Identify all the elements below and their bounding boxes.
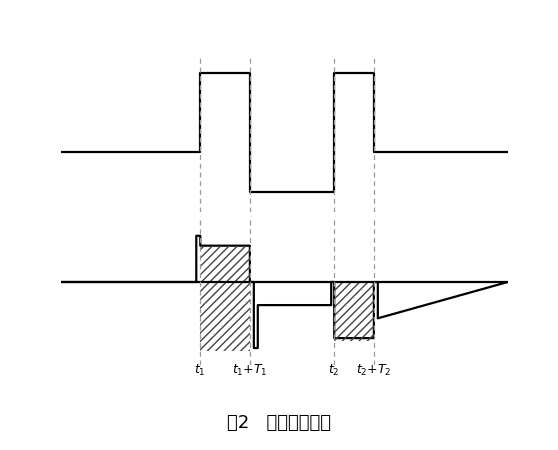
Text: $t_1{+}T_1$: $t_1{+}T_1$ [232, 363, 268, 378]
Bar [200, 246, 250, 351]
Bar [334, 282, 374, 342]
Text: $t_2$: $t_2$ [329, 363, 340, 378]
Text: $t_2{+}T_2$: $t_2{+}T_2$ [356, 363, 392, 378]
Text: 图2   基本信号关系: 图2 基本信号关系 [227, 414, 331, 432]
Text: $t_1$: $t_1$ [194, 363, 206, 378]
